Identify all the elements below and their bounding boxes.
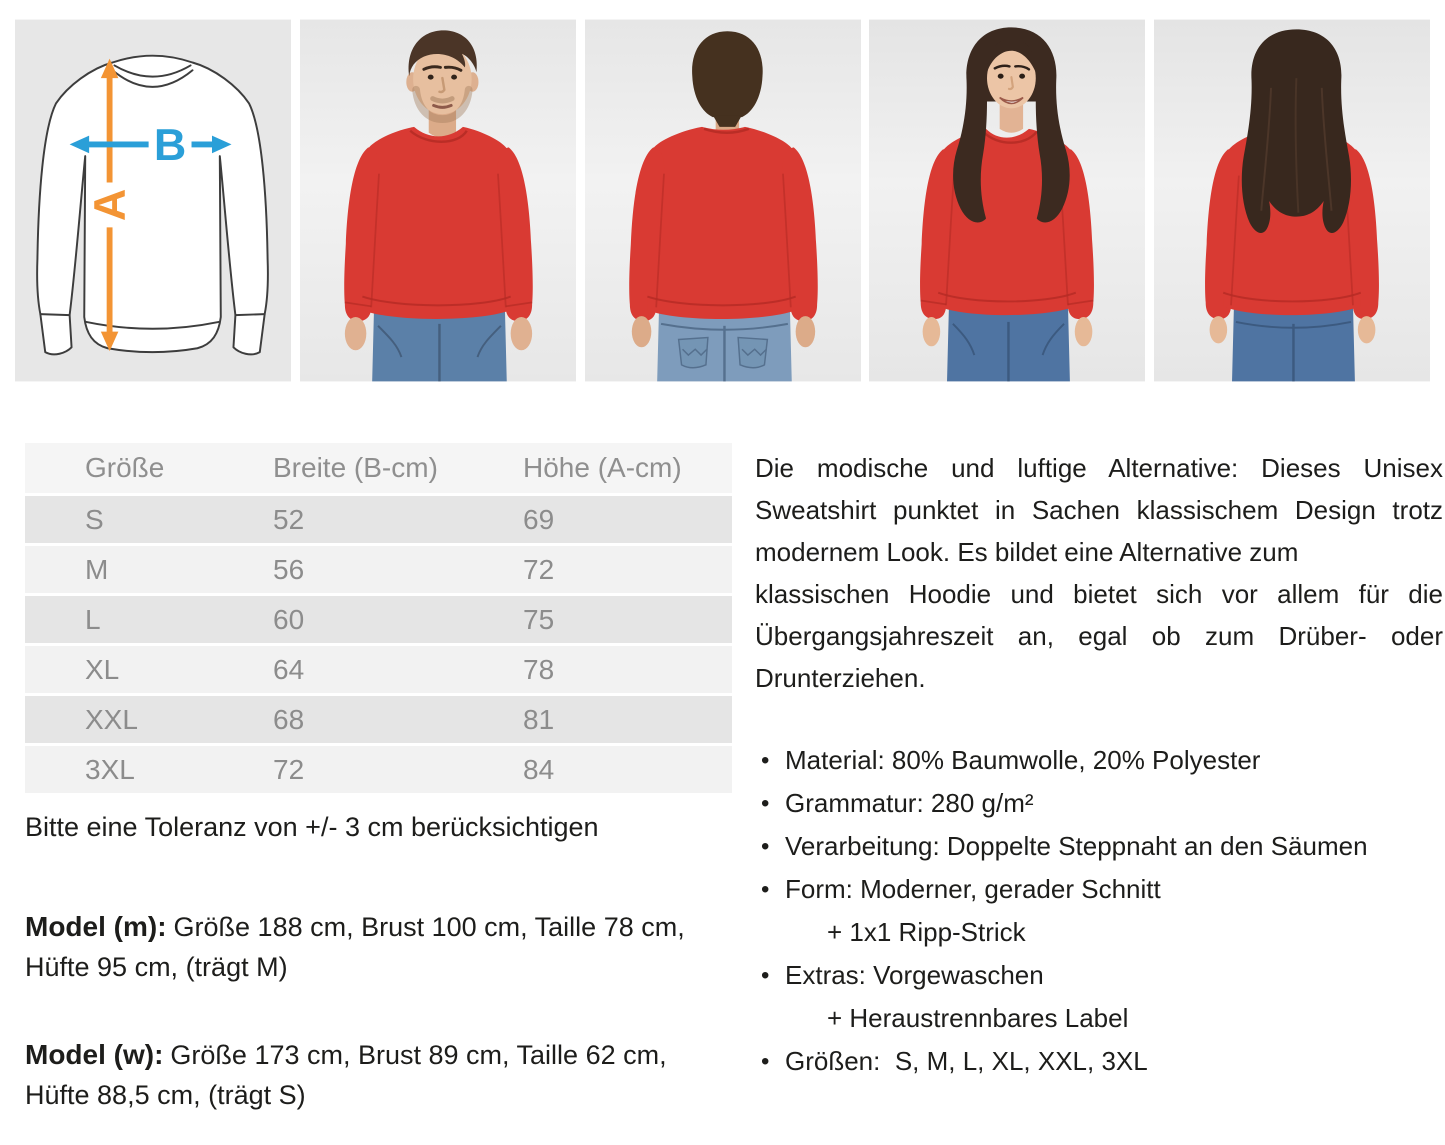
measure-arrow-b: B — [69, 119, 232, 170]
feature-item-form-continuation: + 1x1 Ripp-Strick — [827, 917, 1026, 947]
table-row: M 56 72 — [25, 546, 732, 593]
table-row: 3XL 72 84 — [25, 746, 732, 793]
feature-item-material: Material: 80% Baumwolle, 20% Polyester — [755, 739, 1443, 782]
female-neck — [999, 99, 1024, 133]
male-front-head — [406, 30, 479, 138]
size-table-header-groesse: Größe — [25, 443, 273, 493]
measure-label-a: A — [84, 189, 135, 221]
measure-label-b: B — [154, 119, 186, 170]
male-back-jeans — [656, 304, 792, 382]
feature-item-groessen: Größen: S, M, L, XL, XXL, 3XL — [755, 1040, 1443, 1083]
measure-arrow-a: A — [84, 58, 135, 352]
female-back-jeans — [1232, 304, 1355, 382]
sweatshirt-outline — [36, 54, 269, 356]
feature-item-grammatur: Grammatur: 280 g/m² — [755, 782, 1443, 825]
model-spec-female-label: Model (w): — [25, 1039, 164, 1070]
female-back-svg — [1154, 19, 1430, 382]
female-back-hair — [1241, 29, 1352, 233]
model-photo-male-back[interactable] — [584, 15, 861, 386]
male-back-head — [691, 31, 763, 141]
male-front-hands — [344, 317, 532, 351]
male-back-svg — [584, 19, 861, 382]
product-image-gallery: A B — [15, 15, 1430, 386]
product-description: Die modische und luftige Alternative: Di… — [755, 447, 1443, 699]
product-description-part2: klassischen Hoodie und bietet sich vor a… — [755, 579, 1443, 693]
model-photo-female-front[interactable] — [869, 15, 1146, 386]
size-diagram-svg: A B — [15, 19, 291, 382]
feature-item-extras-continuation: + Heraustrennbares Label — [827, 1003, 1129, 1033]
female-back-hands — [1209, 316, 1376, 344]
tolerance-note: Bitte eine Toleranz von +/- 3 cm berücks… — [25, 812, 599, 842]
model-spec-female-text: Größe 173 cm, Brust 89 cm, Taille 62 cm,… — [25, 1040, 667, 1110]
size-table-header-row: Größe Breite (B-cm) Höhe (A-cm) — [25, 443, 732, 493]
size-diagram-image[interactable]: A B — [15, 15, 291, 386]
female-front-jeans — [947, 304, 1071, 382]
female-front-hair — [953, 27, 1070, 223]
male-back-hands — [631, 316, 815, 348]
male-back-hair — [691, 31, 763, 118]
table-row: S 52 69 — [25, 496, 732, 543]
female-front-svg — [869, 19, 1146, 382]
model-spec-female: Model (w): Größe 173 cm, Brust 89 cm, Tai… — [25, 1035, 732, 1115]
model-photo-female-back[interactable] — [1154, 15, 1430, 386]
female-front-hands — [922, 317, 1093, 347]
description-column: Die modische und luftige Alternative: Di… — [755, 447, 1443, 1083]
female-front-sweatshirt — [920, 128, 1095, 320]
table-row: XXL 68 81 — [25, 696, 732, 743]
feature-item-form: Form: Moderner, gerader Schnitt — [755, 868, 1443, 911]
feature-item-extras: Extras: Vorgewaschen — [755, 954, 1443, 997]
male-hair — [408, 30, 477, 77]
size-table-header-hoehe: Höhe (A-cm) — [523, 443, 732, 493]
male-front-svg — [299, 19, 576, 382]
feature-list: Material: 80% Baumwolle, 20% Polyester G… — [755, 739, 1443, 1083]
table-row: L 60 75 — [25, 596, 732, 643]
feature-item-verarbeitung: Verarbeitung: Doppelte Steppnaht an den … — [755, 825, 1443, 868]
model-photo-male-front[interactable] — [299, 15, 576, 386]
product-description-part1: Die modische und luftige Alternative: Di… — [755, 453, 1443, 567]
model-spec-male-label: Model (m): — [25, 911, 167, 942]
table-row: XL 64 78 — [25, 646, 732, 693]
model-spec-male: Model (m): Größe 188 cm, Brust 100 cm, Ta… — [25, 907, 732, 987]
male-front-jeans — [371, 304, 507, 382]
female-front-face — [987, 39, 1037, 109]
male-front-sweatshirt — [343, 126, 533, 322]
model-spec-male-text: Größe 188 cm, Brust 100 cm, Taille 78 cm… — [25, 912, 685, 982]
size-table-header-breite: Breite (B-cm) — [273, 443, 523, 493]
male-back-sweatshirt — [628, 126, 818, 322]
